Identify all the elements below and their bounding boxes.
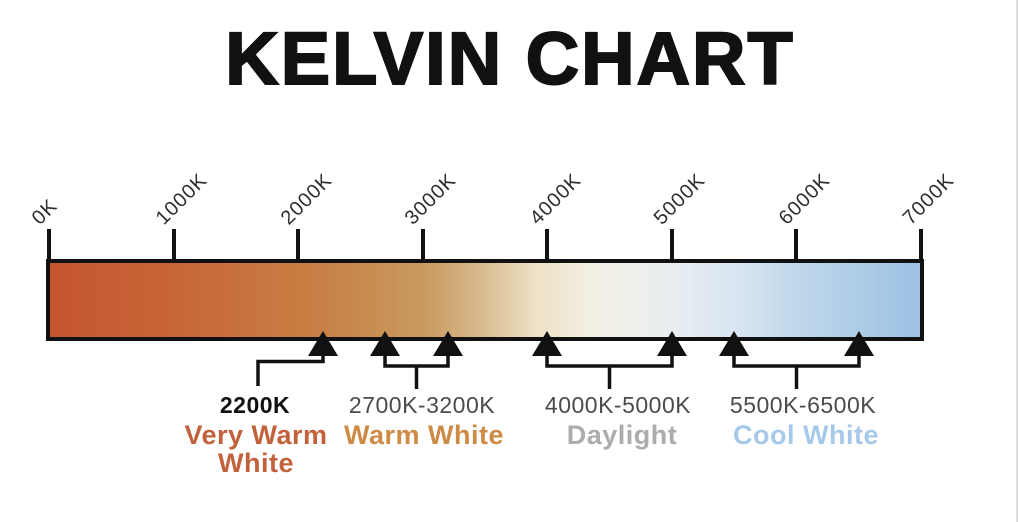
page-edge-line: [1016, 0, 1018, 522]
label-daylight: Daylight: [566, 420, 678, 450]
bracket-5500-6500: [732, 356, 861, 389]
arrow-5500k: [719, 331, 749, 356]
label-warm-white: Warm White: [344, 420, 504, 450]
gradient-bar: [46, 259, 924, 341]
arrow-2700k: [370, 331, 400, 356]
page-title: KELVIN CHART: [224, 16, 795, 101]
tick-1000k: [172, 229, 176, 261]
tick-2000k: [296, 229, 300, 261]
bracket-4000-5000: [545, 356, 674, 389]
arrow-3200k: [433, 331, 463, 356]
tick-7000k: [919, 229, 923, 261]
arrow-4000k: [532, 331, 562, 356]
range-cool-white: 5500K-6500K: [729, 392, 877, 418]
tick-6000k: [794, 229, 798, 261]
range-daylight: 4000K-5000K: [544, 392, 692, 418]
label-very-warm-white: Very Warm White: [184, 420, 328, 479]
connector-2200k: [256, 356, 325, 386]
annotation-arrows: [256, 331, 874, 389]
tick-0k: [47, 229, 51, 261]
bracket-2700-3200: [383, 356, 450, 389]
arrow-6500k: [844, 331, 874, 356]
tick-5000k: [670, 229, 674, 261]
arrow-5000k: [657, 331, 687, 356]
label-cool-white: Cool White: [733, 420, 879, 450]
tick-4000k: [545, 229, 549, 261]
range-very-warm-white: 2200K: [219, 392, 291, 418]
range-warm-white: 2700K-3200K: [348, 392, 496, 418]
tick-3000k: [421, 229, 425, 261]
arrow-2200k: [308, 331, 338, 356]
